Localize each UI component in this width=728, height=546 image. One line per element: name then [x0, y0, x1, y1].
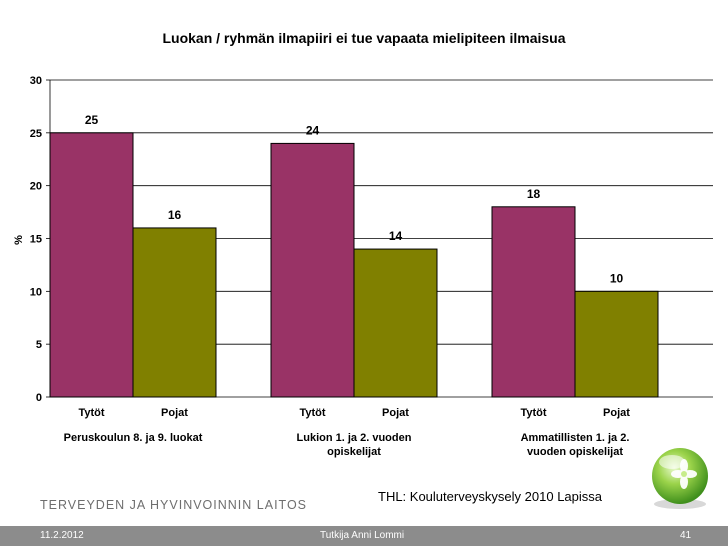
- source-note: THL: Kouluterveyskysely 2010 Lapissa: [378, 489, 603, 504]
- bar: [574, 290, 659, 398]
- x-category-label: Pojat: [603, 407, 630, 419]
- footer-bar: 11.2.2012 Tutkija Anni Lommi 41: [0, 526, 728, 546]
- bar: [353, 248, 438, 398]
- y-tick-label: 10: [30, 286, 42, 298]
- bar-value-label: 18: [527, 187, 541, 201]
- y-tick-label: 25: [30, 128, 42, 140]
- x-group-label: vuoden opiskelijat: [527, 446, 623, 458]
- bar: [491, 206, 576, 398]
- footer-date: 11.2.2012: [40, 530, 84, 541]
- x-category-label: Tytöt: [299, 407, 325, 419]
- bar: [49, 132, 134, 398]
- x-group-label: Lukion 1. ja 2. vuoden: [297, 432, 412, 444]
- x-category-label: Tytöt: [78, 407, 104, 419]
- bar-value-label: 24: [306, 123, 320, 137]
- y-axis-label: %: [13, 235, 25, 245]
- y-tick-label: 20: [30, 181, 42, 193]
- x-group-label: Ammatillisten 1. ja 2.: [521, 432, 630, 444]
- x-category-label: Pojat: [382, 407, 409, 419]
- x-category-label: Pojat: [161, 407, 188, 419]
- bar-value-label: 25: [85, 113, 99, 127]
- bar-chart: 0 5 10 15 20 25 30% 25 Tytöt 16 Pojat Peruskoulun 8…: [13, 75, 713, 458]
- bar: [132, 227, 217, 398]
- footer-author: Tutkija Anni Lommi: [320, 530, 405, 541]
- footer-page-number: 41: [680, 530, 692, 541]
- y-tick-label: 5: [36, 339, 42, 351]
- x-category-label: Tytöt: [520, 407, 546, 419]
- thl-logo-icon: [652, 448, 708, 509]
- chart-title: Luokan / ryhmän ilmapiiri ei tue vapaata…: [162, 30, 566, 46]
- bar-value-label: 14: [389, 229, 403, 243]
- organization-name: TERVEYDEN JA HYVINVOINNIN LAITOS: [40, 498, 308, 512]
- y-tick-label: 30: [30, 75, 42, 87]
- x-group-label: Peruskoulun 8. ja 9. luokat: [64, 432, 203, 444]
- bar: [270, 142, 355, 398]
- y-tick-label: 15: [30, 234, 42, 246]
- bar-value-label: 16: [168, 208, 182, 222]
- x-group-label: opiskelijat: [327, 446, 381, 458]
- y-tick-label: 0: [36, 392, 42, 404]
- bar-value-label: 10: [610, 271, 624, 285]
